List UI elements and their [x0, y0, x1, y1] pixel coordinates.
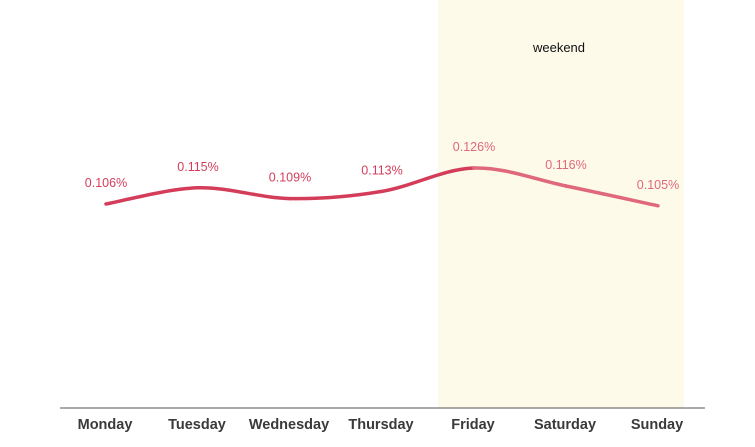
x-tick-label-wednesday: Wednesday [249, 417, 329, 433]
data-label-wednesday: 0.109% [269, 171, 311, 185]
series-line-segment-monday-tuesday [104, 186, 200, 206]
series-line-segment-friday-saturday [472, 166, 568, 188]
series-line-segment-saturday-sunday [564, 184, 660, 208]
x-tick-label-saturday: Saturday [534, 417, 596, 433]
data-label-sunday: 0.105% [637, 178, 679, 192]
series-line-segment-thursday-friday [380, 166, 476, 194]
x-tick-label-sunday: Sunday [631, 417, 683, 433]
data-label-group: 0.106% 0.115% 0.109% 0.113% 0.126% 0.116% 0.10… [85, 140, 679, 192]
weekend-annotation: weekend [532, 40, 585, 55]
x-tick-label-thursday: Thursday [348, 417, 413, 433]
data-label-monday: 0.106% [85, 176, 127, 190]
x-tick-label-monday: Monday [78, 417, 133, 433]
data-label-saturday: 0.116% [545, 158, 586, 172]
data-label-thursday: 0.113% [361, 163, 402, 177]
x-tick-label-tuesday: Tuesday [168, 417, 226, 433]
series-line-group [104, 166, 660, 208]
x-tick-label-group: Monday Tuesday Wednesday Thursday Friday Satu… [78, 417, 684, 433]
data-label-tuesday: 0.115% [177, 160, 218, 174]
series-line-segment-tuesday-wednesday [196, 186, 292, 201]
data-label-friday: 0.126% [453, 140, 495, 154]
x-tick-label-friday: Friday [451, 417, 495, 433]
series-line-segment-wednesday-thursday [288, 189, 384, 201]
